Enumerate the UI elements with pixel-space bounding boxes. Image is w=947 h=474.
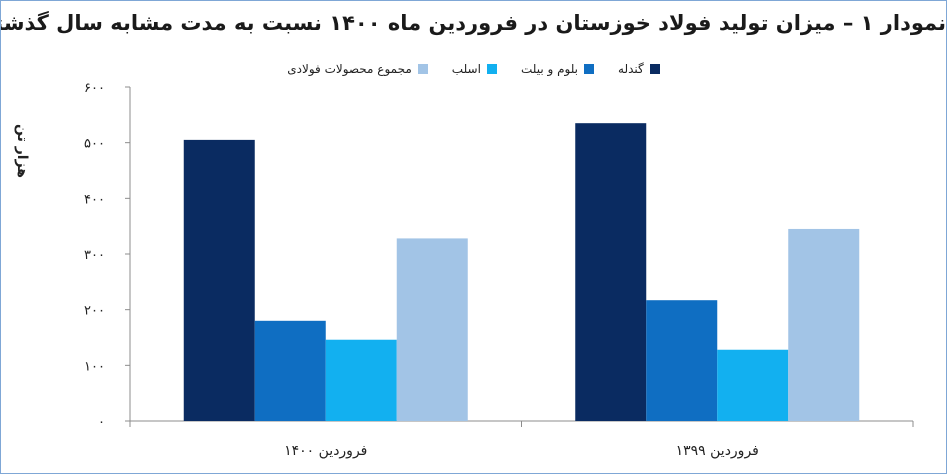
- legend-swatch-pellet: [649, 64, 660, 74]
- y-tick-label-400: ۴۰۰: [84, 192, 105, 207]
- bar-1-2: [717, 349, 789, 421]
- legend-swatch-total-steel: [417, 64, 428, 74]
- bar-1-0: [575, 123, 647, 421]
- bar-0-0: [183, 139, 255, 421]
- legend-swatch-slab: [486, 64, 497, 74]
- bar-0-2: [325, 339, 397, 421]
- legend-item-bloom-billet: بلوم و بیلت: [520, 62, 595, 76]
- chart-title: نمودار ۱ – میزان تولید فولاد خوزستان در …: [1, 11, 946, 35]
- bar-0-1: [254, 320, 326, 421]
- legend-label-bloom-billet: بلوم و بیلت: [520, 62, 579, 76]
- chart-legend: گندله بلوم و بیلت اسلب مجموع محصولات فول…: [1, 58, 946, 80]
- bar-0-3: [396, 238, 468, 421]
- y-tick-label-500: ۵۰۰: [84, 137, 105, 152]
- y-tick-label-200: ۲۰۰: [84, 304, 105, 319]
- legend-label-total-steel: مجموع محصولات فولادی: [287, 62, 412, 76]
- y-tick-label-100: ۱۰۰: [84, 359, 105, 374]
- bar-1-1: [646, 300, 718, 421]
- legend-swatch-bloom-billet: [584, 64, 595, 74]
- y-tick-label-600: ۶۰۰: [84, 81, 105, 96]
- bar-1-3: [788, 228, 860, 421]
- y-tick-label-300: ۳۰۰: [84, 248, 105, 263]
- legend-item-pellet: گندله: [618, 62, 660, 76]
- legend-label-pellet: گندله: [618, 62, 644, 76]
- legend-item-slab: اسلب: [452, 62, 497, 76]
- x-category-label-0: فروردین ۱۴۰۰: [284, 443, 367, 459]
- legend-label-slab: اسلب: [451, 62, 481, 76]
- y-tick-label-0: ۰: [98, 415, 105, 430]
- x-category-label-1: فروردین ۱۳۹۹: [676, 443, 759, 459]
- legend-item-total-steel: مجموع محصولات فولادی: [287, 62, 428, 76]
